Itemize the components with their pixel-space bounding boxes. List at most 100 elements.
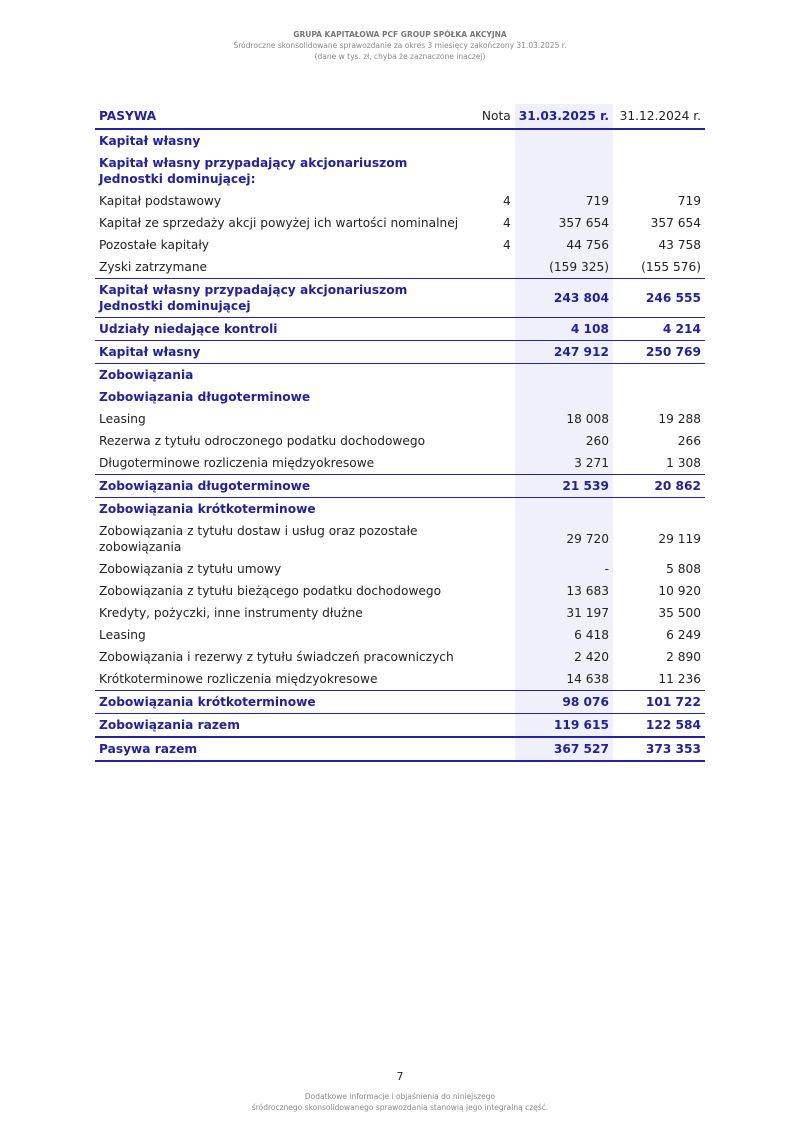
value	[514, 386, 613, 408]
row-label: Kapitał własny przypadający akcjonariusz…	[95, 278, 467, 318]
value: 119 615	[514, 713, 613, 738]
table-row: Zobowiązania z tytułu dostaw i usług ora…	[95, 520, 705, 558]
table-row: Pozostałe kapitały 4 44 756 43 758	[95, 234, 705, 256]
note	[467, 152, 515, 190]
table-row: Kredyty, pożyczki, inne instrumenty dłuż…	[95, 602, 705, 624]
row-label: Zobowiązania	[99, 368, 194, 382]
col-header: PASYWA	[95, 104, 467, 130]
note	[467, 520, 515, 558]
row-label: Kapitał podstawowy	[99, 194, 222, 208]
table-row: Leasing 6 418 6 249	[95, 624, 705, 646]
value: -	[514, 558, 613, 580]
value: 44 756	[514, 234, 613, 256]
note	[466, 713, 515, 738]
note: 4	[502, 216, 511, 230]
table-row: Krótkoterminowe rozliczenia międzyokreso…	[95, 668, 705, 691]
row-label: Kapitał własny	[99, 134, 201, 148]
row-label: Leasing	[99, 412, 146, 426]
row-label: Pasywa razem	[95, 736, 467, 762]
table-row: Zobowiązania	[95, 363, 705, 386]
note	[466, 690, 515, 714]
value: 20 862	[613, 474, 705, 498]
footer-note: śródrocznego skonsolidowanego sprawozdan…	[251, 1103, 549, 1112]
row-label: Pozostałe kapitały	[99, 238, 210, 252]
note	[467, 256, 515, 279]
note: 4	[502, 238, 511, 252]
table-row: Zobowiązania z tytułu bieżącego podatku …	[95, 580, 705, 602]
row-label: Krótkoterminowe rozliczenia międzyokreso…	[99, 672, 378, 686]
row-label: Zobowiązania z tytułu bieżącego podatku …	[99, 584, 442, 598]
note	[467, 408, 515, 430]
table-row: Kapitał własny przypadający akcjonariusz…	[95, 152, 705, 190]
row-label: Udziały niedające kontroli	[95, 317, 467, 341]
value: 260	[514, 430, 613, 452]
table-row: Rezerwa z tytułu odroczonego podatku doc…	[95, 430, 705, 452]
row-label: Zyski zatrzymane	[99, 260, 208, 274]
value: (155 576)	[641, 260, 701, 274]
note	[466, 736, 515, 762]
row-label: Zobowiązania z tytułu dostaw i usług ora…	[99, 524, 418, 554]
value: 357 654	[650, 216, 701, 230]
table-row: Kapitał własny przypadający akcjonariusz…	[95, 278, 705, 318]
value: 122 584	[613, 713, 705, 738]
note	[467, 386, 515, 408]
value: 719	[677, 194, 701, 208]
table-row: Pasywa razem 367 527 373 353	[95, 736, 705, 762]
row-label: Długoterminowe rozliczenia międzyokresow…	[99, 456, 375, 470]
row-label: Zobowiązania i rezerwy z tytułu świadcze…	[99, 650, 454, 664]
value: 35 500	[658, 606, 701, 620]
value: 719	[514, 190, 613, 212]
value: 19 288	[658, 412, 701, 426]
note	[467, 430, 515, 452]
table-row: Zobowiązania długoterminowe	[95, 386, 705, 408]
table-row: Zobowiązania z tytułu umowy - 5 808	[95, 558, 705, 580]
value: 11 236	[658, 672, 701, 686]
table-row: Kapitał podstawowy 4 719 719	[95, 190, 705, 212]
value: 29 119	[658, 532, 701, 546]
value: 373 353	[613, 736, 705, 762]
value: 14 638	[514, 668, 613, 691]
note	[466, 278, 515, 318]
row-label: Rezerwa z tytułu odroczonego podatku doc…	[99, 434, 426, 448]
value: 243 804	[514, 278, 613, 318]
company: GRUPA KAPITAŁOWA PCF GROUP SPÓŁKA AKCYJN…	[293, 30, 507, 39]
value	[514, 497, 613, 520]
note	[467, 452, 515, 475]
value: 4 108	[514, 317, 613, 341]
value: (159 325)	[514, 256, 613, 279]
value	[514, 129, 613, 152]
note	[466, 340, 515, 364]
value: 3 271	[514, 452, 613, 475]
row-label: Kapitał własny przypadający akcjonariusz…	[99, 156, 408, 186]
value: 247 912	[514, 340, 613, 364]
value: 101 722	[613, 690, 705, 714]
value: 10 920	[658, 584, 701, 598]
value	[613, 129, 705, 152]
value: 29 720	[514, 520, 613, 558]
note	[467, 580, 515, 602]
value: 18 008	[514, 408, 613, 430]
row-label: Zobowiązania z tytułu umowy	[99, 562, 282, 576]
note	[467, 129, 515, 152]
value	[613, 498, 705, 521]
value: 2 420	[514, 646, 613, 668]
value	[514, 152, 613, 190]
col-header: Nota	[466, 104, 515, 130]
note	[466, 317, 515, 341]
table-row: Kapitał własny	[95, 129, 705, 152]
value	[613, 152, 705, 190]
col-header: 31.12.2024 r.	[613, 104, 705, 130]
balance-table: PASYWA Nota 31.03.2025 r. 31.12.2024 r. …	[95, 104, 705, 762]
table-row: Udziały niedające kontroli 4 108 4 214	[95, 317, 705, 341]
footer-note: Dodatkowe informacje i objaśnienia do ni…	[304, 1092, 496, 1101]
page-number: 7	[396, 1070, 404, 1083]
note	[467, 624, 515, 646]
table-row: Zobowiązania i rezerwy z tytułu świadcze…	[95, 646, 705, 668]
report-title: Śródroczne skonsolidowane sprawozdanie z…	[233, 41, 567, 50]
value: 5 808	[666, 562, 701, 576]
col-header: 31.03.2025 r.	[514, 104, 613, 130]
note	[467, 668, 515, 691]
table-row: Zobowiązania razem 119 615 122 584	[95, 713, 705, 738]
value: 357 654	[514, 212, 613, 234]
